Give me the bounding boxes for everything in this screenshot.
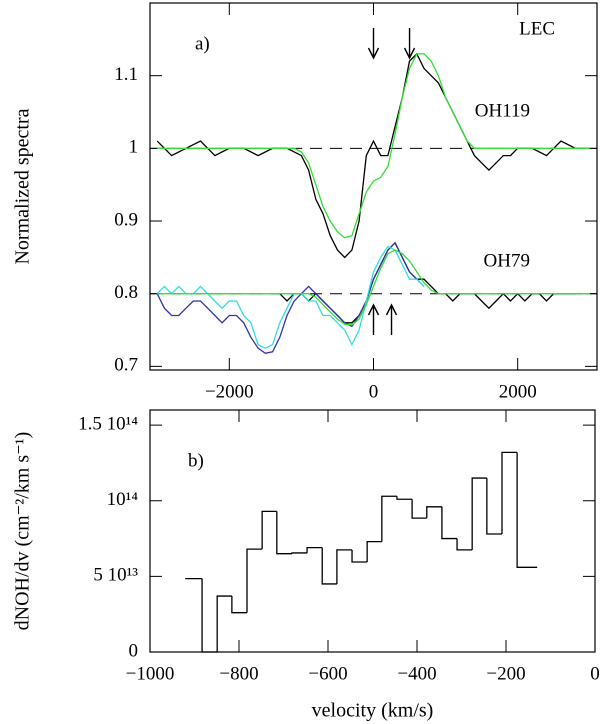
histogram-step xyxy=(411,499,427,519)
histogram-step xyxy=(291,552,308,554)
histogram-step xyxy=(351,549,368,563)
y-tick-label: 1.1 xyxy=(114,64,138,85)
y-axis-label: dNOH/dv (cm⁻²/km s⁻¹) xyxy=(12,432,34,631)
arrow-down xyxy=(403,28,416,60)
spectrum-line xyxy=(157,249,590,326)
y-tick-label: 1.5 10¹⁴ xyxy=(78,413,138,434)
arrow-down xyxy=(367,28,380,60)
annotation: LEC xyxy=(519,18,555,39)
histogram-step xyxy=(471,477,487,550)
annotation: b) xyxy=(188,450,204,471)
histogram-step xyxy=(381,495,397,542)
histogram-step xyxy=(201,578,218,653)
histogram-step xyxy=(336,549,353,584)
spectrum-line xyxy=(157,53,590,239)
spectrum-line xyxy=(156,52,590,259)
histogram-step xyxy=(501,451,518,535)
y-axis-label: Normalized spectra xyxy=(12,108,34,264)
histogram-step xyxy=(306,546,323,553)
histogram-step xyxy=(321,547,337,585)
x-tick-label: −200 xyxy=(486,663,525,684)
y-tick-label: 5 10¹³ xyxy=(93,565,138,586)
y-tick-label: 0.8 xyxy=(114,282,138,303)
spectrum-line xyxy=(279,241,576,324)
annotation: OH119 xyxy=(475,100,530,121)
histogram-step xyxy=(516,452,538,568)
x-tick-label: −400 xyxy=(397,663,436,684)
x-tick-label: 0 xyxy=(369,381,379,402)
y-tick-label: 10¹⁴ xyxy=(107,489,139,510)
histogram-step xyxy=(486,478,502,535)
histogram-step xyxy=(261,510,277,550)
arrow-up xyxy=(367,303,380,335)
x-tick-label: −2000 xyxy=(205,381,254,402)
annotation: OH79 xyxy=(484,250,530,271)
histogram-step xyxy=(216,595,232,652)
x-tick-label: −600 xyxy=(308,663,347,684)
x-tick-label: 2000 xyxy=(499,381,537,402)
histogram-step xyxy=(456,538,473,551)
histogram-step xyxy=(246,548,263,613)
x-tick-label: 0 xyxy=(590,663,600,684)
x-axis-label: velocity (km/s) xyxy=(312,700,434,722)
spectrum-line xyxy=(156,245,425,349)
histogram-step xyxy=(396,496,413,500)
y-tick-label: 0 xyxy=(129,640,139,661)
histogram-step xyxy=(366,540,382,563)
spectrum-line xyxy=(156,241,425,354)
plot-frame xyxy=(149,409,596,653)
histogram-step xyxy=(441,506,458,540)
x-tick-label: −1000 xyxy=(126,663,175,684)
y-tick-label: 0.7 xyxy=(114,355,138,376)
arrow-up xyxy=(385,303,398,335)
x-tick-label: −800 xyxy=(219,663,258,684)
histogram-step xyxy=(276,511,292,555)
y-tick-label: 1 xyxy=(129,137,139,158)
y-tick-label: 0.9 xyxy=(114,209,138,230)
annotation: a) xyxy=(195,33,210,54)
histogram-step xyxy=(231,596,248,614)
histogram-step xyxy=(426,506,442,519)
